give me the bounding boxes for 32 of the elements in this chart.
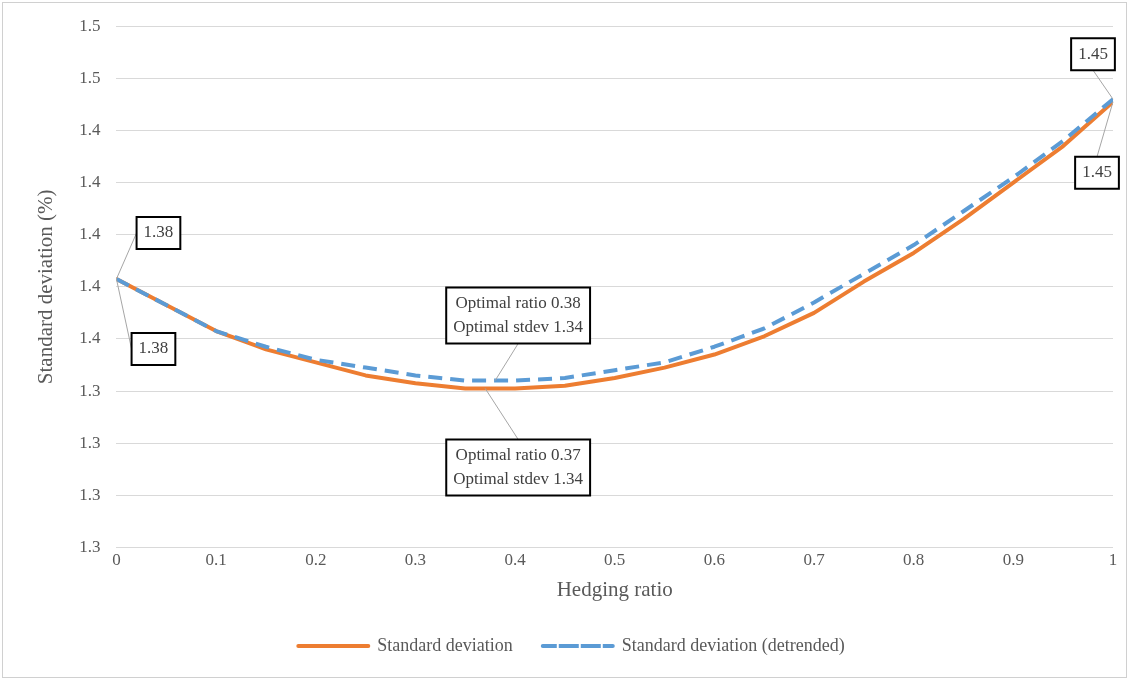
legend-label: Standard deviation (detrended) — [621, 634, 845, 656]
x-tick-label: 0.1 — [205, 550, 227, 570]
annotation: 1.38 — [138, 338, 169, 358]
x-tick-label: 0.2 — [305, 550, 327, 570]
y-axis-title: Standard deviation (%) — [33, 189, 58, 385]
y-tick-label: 1.3 — [79, 536, 101, 556]
y-tick-label: 1.3 — [79, 484, 101, 504]
annotation: 1.38 — [143, 222, 174, 242]
y-tick-label: 1.5 — [79, 15, 101, 35]
x-axis-title: Hedging ratio — [556, 576, 673, 601]
annotation: Optimal ratio 0.37 Optimal stdev 1.34 — [453, 444, 584, 488]
annotation: 1.45 — [1082, 162, 1112, 182]
x-tick-label: 1 — [1108, 550, 1118, 570]
y-tick-label: 1.4 — [79, 328, 101, 348]
x-tick-label: 0.7 — [803, 550, 826, 570]
y-tick-label: 1.5 — [79, 67, 101, 87]
y-tick-label: 1.4 — [79, 276, 101, 296]
x-tick-label: 0.5 — [604, 550, 626, 570]
y-tick-label: 1.3 — [79, 432, 101, 452]
legend-label: Standard deviation — [377, 634, 513, 655]
annotation: Optimal ratio 0.38 Optimal stdev 1.34 — [453, 293, 584, 337]
x-tick-label: 0.8 — [903, 550, 925, 570]
x-tick-label: 0.9 — [1002, 550, 1024, 570]
x-tick-label: 0.6 — [703, 550, 726, 570]
x-tick-label: 0.3 — [404, 550, 427, 570]
y-tick-label: 1.3 — [79, 380, 101, 400]
x-tick-label: 0 — [112, 550, 121, 570]
y-tick-label: 1.4 — [79, 172, 101, 192]
x-tick-label: 0.4 — [504, 550, 527, 570]
y-tick-label: 1.4 — [79, 224, 101, 244]
annotation: 1.45 — [1078, 43, 1108, 63]
y-tick-label: 1.4 — [79, 119, 101, 139]
